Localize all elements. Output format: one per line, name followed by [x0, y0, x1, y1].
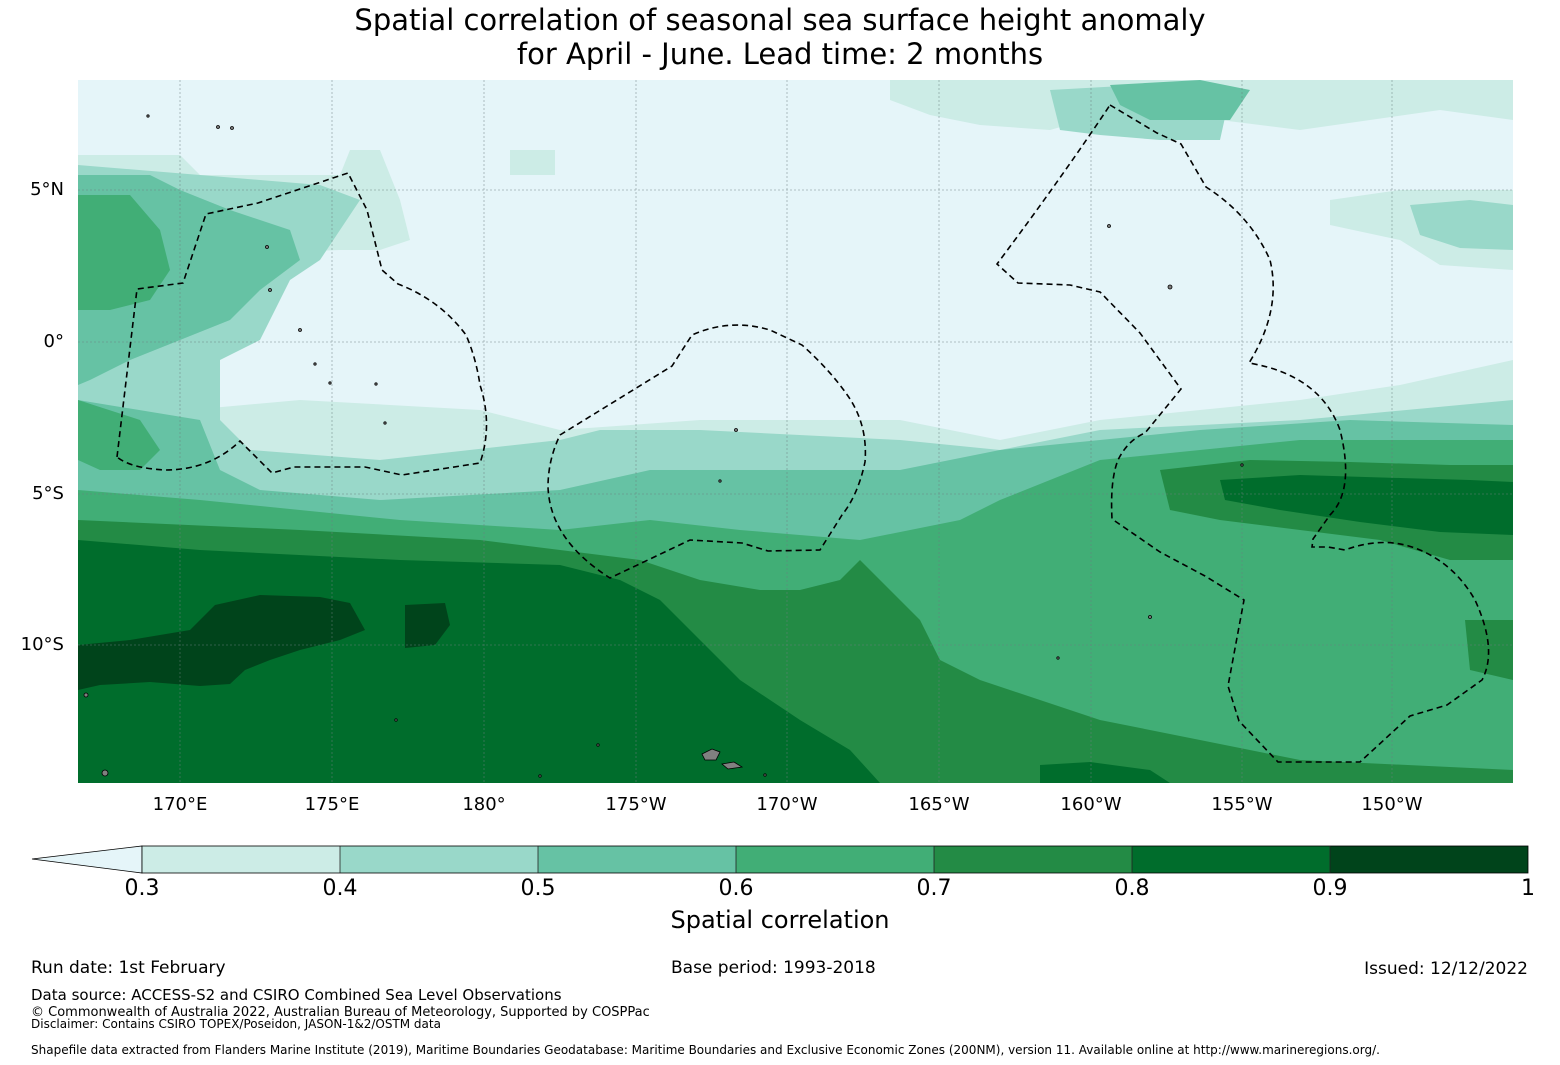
colorbar-tick: 0.9: [1312, 876, 1348, 901]
shapefile-credit: Shapefile data extracted from Flanders M…: [31, 1043, 1380, 1057]
eez-boundaries: [116, 103, 1490, 763]
lat-label: 0°: [43, 331, 64, 352]
field-05: [1110, 80, 1250, 120]
island: [298, 328, 302, 332]
chart-title: Spatial correlation of seasonal sea surf…: [0, 3, 1560, 71]
island: [101, 769, 109, 777]
eez-line-islands: [995, 103, 1490, 763]
field-03: [510, 150, 555, 175]
colorbar-tick: 0.5: [520, 876, 556, 901]
island: [230, 126, 234, 130]
colorbar-extend-arrow: [31, 845, 143, 874]
eez-kiribati-gilbert: [116, 172, 488, 476]
island: [734, 428, 738, 432]
island: [146, 114, 150, 118]
lon-label: 180°: [462, 794, 506, 815]
title-line-2: for April - June. Lead time: 2 months: [516, 37, 1044, 71]
colorbar-bin-0.3: [142, 846, 340, 873]
island: [216, 125, 220, 129]
colorbar: [31, 845, 1529, 874]
lon-label: 175°E: [304, 794, 360, 815]
title-line-1: Spatial correlation of seasonal sea surf…: [354, 3, 1206, 37]
field-09: [78, 595, 365, 690]
colorbar-tick: 0.8: [1114, 876, 1150, 901]
map-gridlines: [78, 80, 1513, 783]
eez-tokelau-phoenix: [547, 324, 867, 579]
lon-label: 175°W: [605, 794, 667, 815]
island: [265, 245, 269, 249]
island: [1240, 463, 1244, 467]
colorbar-tick: 1: [1521, 876, 1535, 901]
colorbar-tick: 0.6: [718, 876, 754, 901]
islands: [83, 114, 1244, 778]
colorbar-bin-0.9: [1330, 846, 1528, 873]
lat-label: 10°S: [20, 634, 64, 655]
colorbar-bin-0.7: [934, 846, 1132, 873]
colorbar-tick: 0.7: [916, 876, 952, 901]
island: [383, 421, 387, 425]
field-04: [1410, 200, 1513, 250]
correlation-field: [78, 80, 1513, 783]
island: [268, 288, 272, 292]
lat-label: 5°N: [30, 179, 64, 200]
lon-label: 160°W: [1060, 794, 1122, 815]
colorbar-bin-0.4: [340, 846, 538, 873]
lon-label: 170°E: [152, 794, 208, 815]
island: [763, 773, 767, 777]
island-samoa: [701, 748, 721, 761]
island: [374, 382, 378, 386]
data-source: Data source: ACCESS-S2 and CSIRO Combine…: [31, 986, 562, 1004]
lon-label: 165°W: [908, 794, 970, 815]
lon-label: 170°W: [756, 794, 818, 815]
base-period: Base period: 1993-2018: [671, 958, 876, 978]
island: [328, 381, 332, 385]
island: [83, 692, 89, 698]
colorbar-frame: [141, 845, 1529, 874]
colorbar-label: Spatial correlation: [670, 906, 890, 934]
disclaimer: Disclaimer: Contains CSIRO TOPEX/Poseido…: [31, 1017, 441, 1031]
colorbar-bin-0.5: [538, 846, 736, 873]
copyright: © Commonwealth of Australia 2022, Austra…: [31, 1005, 650, 1020]
island: [313, 362, 317, 366]
colorbar-tick: 0.4: [322, 876, 358, 901]
island: [1056, 656, 1060, 660]
field-08: [1040, 762, 1170, 783]
colorbar-bin-0.8: [1132, 846, 1330, 873]
run-date: Run date: 1st February: [31, 958, 226, 978]
island: [1167, 284, 1173, 290]
colorbar-tick: 0.3: [124, 876, 160, 901]
island: [718, 479, 722, 483]
field-08: [1220, 475, 1513, 535]
island: [1148, 615, 1152, 619]
issued-date: Issued: 12/12/2022: [1364, 959, 1528, 979]
lon-label: 150°W: [1361, 794, 1423, 815]
island-samoa-east: [721, 761, 744, 770]
lon-label: 155°W: [1211, 794, 1273, 815]
island: [596, 743, 600, 747]
island: [538, 774, 542, 778]
colorbar-bin-0.6: [736, 846, 934, 873]
field-09: [405, 603, 450, 648]
island: [1107, 224, 1111, 228]
field-06: [78, 195, 170, 310]
lat-label: 5°S: [32, 483, 64, 504]
island: [394, 718, 398, 722]
